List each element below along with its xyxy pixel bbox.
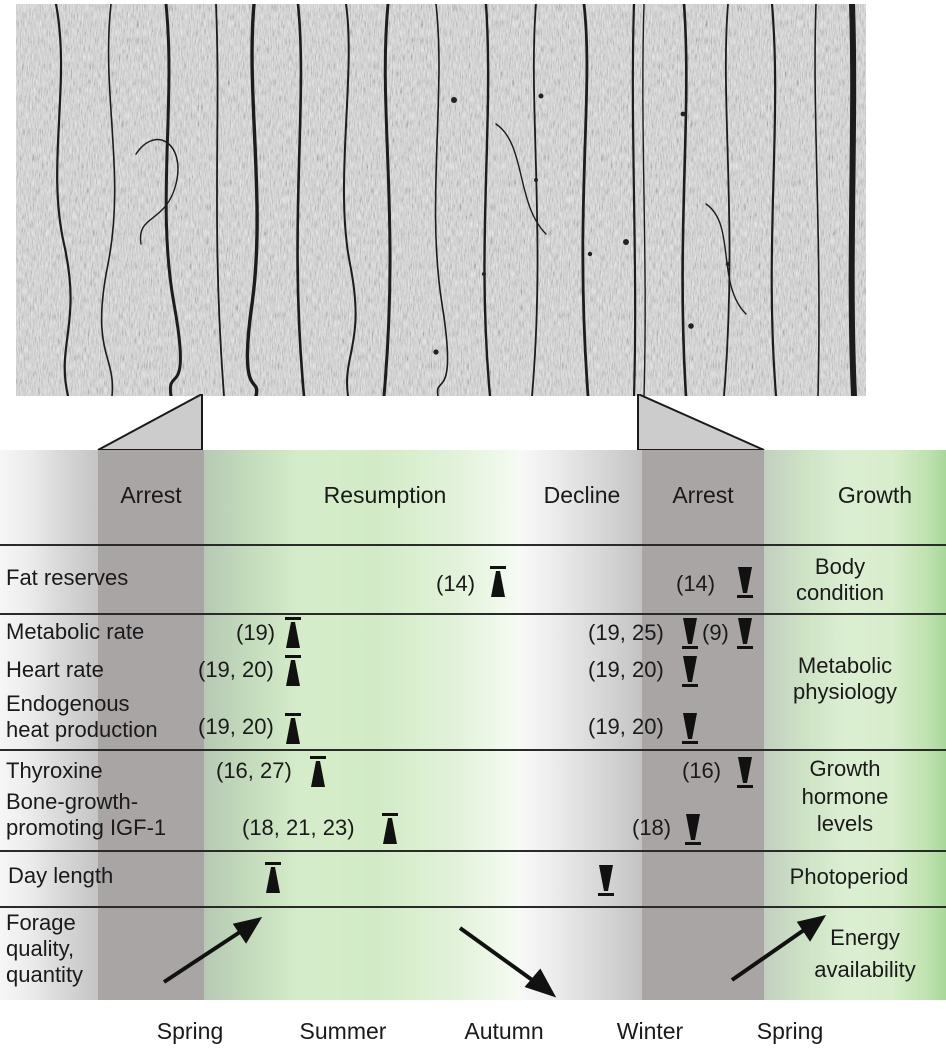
timeline-panel: [0, 450, 946, 1000]
up-arrow: [162, 930, 242, 984]
ref-thyroxine-decrease: (16): [682, 758, 722, 783]
category-metabolic-line1: Metabolic: [797, 653, 893, 678]
category-growth-line3: levels: [816, 811, 874, 836]
band-growth: [764, 450, 946, 1000]
season-spring-1: Spring: [156, 1018, 224, 1044]
category-metabolic-line2: physiology: [793, 679, 897, 704]
label-bone-line2: promoting IGF-1: [6, 815, 167, 840]
band-arrest-2: [642, 450, 764, 1000]
band-fade-left: [0, 450, 98, 1000]
ref-heart-decrease: (19, 20): [588, 657, 664, 682]
season-winter: Winter: [616, 1018, 684, 1044]
category-body-line2: condition: [795, 580, 885, 605]
label-thyroxine: Thyroxine: [6, 758, 103, 783]
arrow-head: [232, 917, 263, 944]
category-growth-line1: Growth: [809, 756, 881, 781]
ref-heart-increase: (19, 20): [198, 657, 274, 682]
arrow-head: [524, 968, 557, 998]
ref-igf-decrease: (18): [632, 815, 672, 840]
phase-arrest-2: Arrest: [672, 482, 734, 508]
row-divider: [0, 613, 946, 615]
category-body-line1: Body: [814, 554, 866, 579]
band-decline: [520, 450, 642, 1000]
phase-arrest-1: Arrest: [120, 482, 182, 508]
phase-growth: Growth: [837, 482, 913, 508]
ref-metabolic-increase: (19): [236, 620, 276, 645]
category-energy-line1: Energy: [830, 925, 900, 950]
arrow-head: [796, 915, 827, 942]
row-divider: [0, 906, 946, 908]
ref-igf-increase: (18, 21, 23): [242, 815, 355, 840]
band-resumption: [204, 450, 520, 1000]
ref-fat-decrease: (14): [676, 571, 716, 596]
label-metabolic-rate: Metabolic rate: [6, 619, 145, 644]
label-bone-line1: Bone-growth-: [6, 789, 139, 814]
category-photoperiod: Photoperiod: [789, 864, 909, 889]
row-divider: [0, 850, 946, 852]
ref-heat-increase: (19, 20): [198, 714, 274, 739]
row-divider: [0, 544, 946, 546]
ref-thyroxine-increase: (16, 27): [216, 758, 292, 783]
label-endogenous-line2: heat production: [6, 717, 158, 742]
ref-fat-increase: (14): [436, 571, 476, 596]
label-day-length: Day length: [8, 863, 114, 888]
band-arrest-1: [98, 450, 204, 1000]
row-divider: [0, 749, 946, 751]
up-arrow: [730, 928, 806, 982]
ref-heat-decrease: (19, 20): [588, 714, 664, 739]
ref-metabolic-decrease-a: (19, 25): [588, 620, 664, 645]
season-autumn: Autumn: [464, 1018, 544, 1044]
label-endogenous-line1: Endogenous: [6, 691, 130, 716]
season-summer: Summer: [299, 1018, 387, 1044]
label-heart-rate: Heart rate: [6, 657, 104, 682]
label-fat-reserves: Fat reserves: [6, 565, 129, 590]
label-forage-line2: quality,: [6, 936, 75, 961]
phase-resumption: Resumption: [323, 482, 447, 508]
bone-texture: [16, 4, 866, 396]
label-forage-line3: quantity: [6, 962, 84, 987]
category-growth-line2: hormone: [801, 784, 889, 809]
ref-metabolic-decrease-b: (9): [702, 620, 729, 645]
down-arrow: [458, 926, 537, 984]
category-energy-line2: availability: [814, 957, 916, 982]
phase-decline: Decline: [543, 482, 621, 508]
bone-micrograph: [16, 4, 866, 396]
label-forage-line1: Forage: [6, 910, 76, 935]
season-spring-2: Spring: [756, 1018, 824, 1044]
